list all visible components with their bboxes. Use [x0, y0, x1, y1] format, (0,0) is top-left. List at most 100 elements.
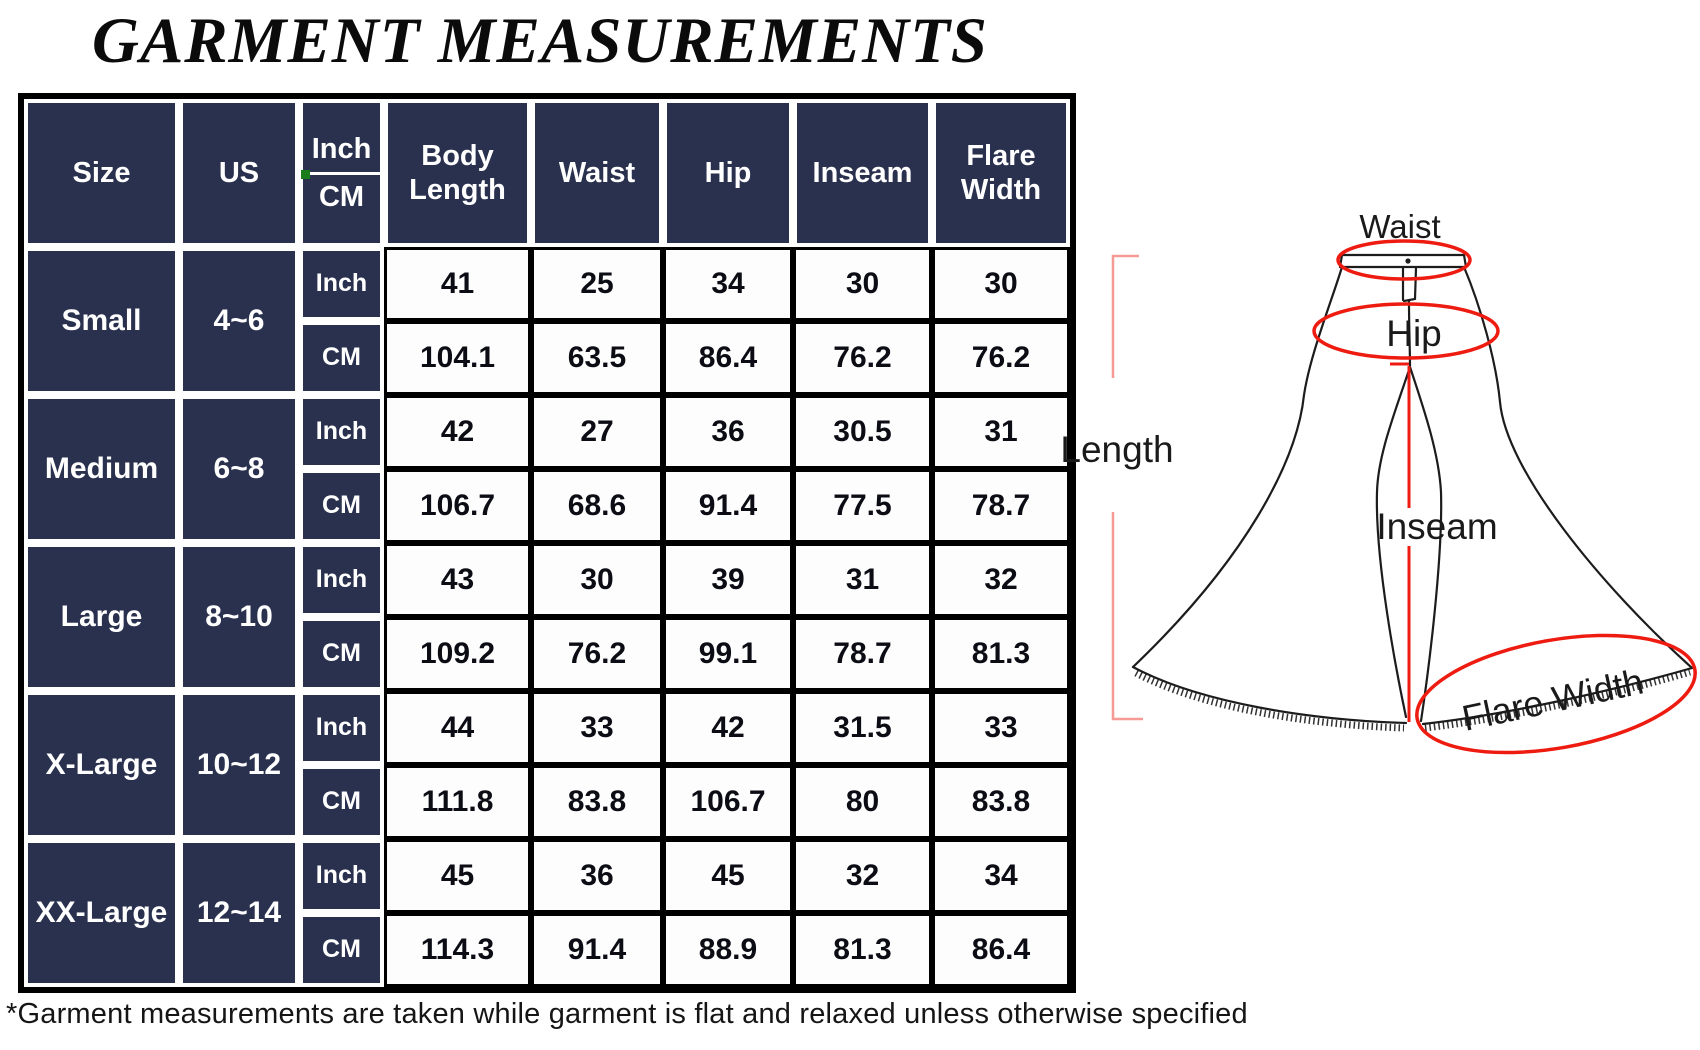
- value-large-inch-waist: 30: [531, 543, 663, 617]
- footnote: *Garment measurements are taken while ga…: [6, 998, 1248, 1030]
- us-range-small: 4~6: [179, 247, 299, 395]
- value-xx-large-inch-hip: 45: [663, 839, 793, 913]
- col-header-size: Size: [24, 99, 179, 247]
- value-x-large-inch-waist: 33: [531, 691, 663, 765]
- pants-sketch: [1131, 253, 1694, 732]
- col-header-hip: Hip: [663, 99, 793, 247]
- value-x-large-inch-inseam: 31.5: [793, 691, 932, 765]
- inseam-line: [1390, 362, 1411, 722]
- unit-inch-label: Inch: [299, 395, 384, 469]
- value-xx-large-cm-waist: 91.4: [531, 913, 663, 987]
- unit-inch-label: Inch: [299, 839, 384, 913]
- unit-inch-label: Inch: [299, 247, 384, 321]
- value-small-cm-body-length: 104.1: [384, 321, 531, 395]
- value-small-cm-inseam: 76.2: [793, 321, 932, 395]
- value-large-cm-flare: 81.3: [932, 617, 1070, 691]
- size-label-medium: Medium: [24, 395, 179, 543]
- unit-inch-header: Inch: [303, 132, 380, 175]
- size-label-xx-large: XX-Large: [24, 839, 179, 987]
- value-medium-inch-inseam: 30.5: [793, 395, 932, 469]
- value-x-large-cm-inseam: 80: [793, 765, 932, 839]
- value-x-large-inch-flare: 33: [932, 691, 1070, 765]
- waist-label: Waist: [1359, 208, 1440, 245]
- value-x-large-inch-hip: 42: [663, 691, 793, 765]
- measurement-marks: [1312, 239, 1697, 755]
- us-range-large: 8~10: [179, 543, 299, 691]
- value-xx-large-cm-hip: 88.9: [663, 913, 793, 987]
- value-medium-cm-inseam: 77.5: [793, 469, 932, 543]
- value-x-large-cm-flare: 83.8: [932, 765, 1070, 839]
- value-xx-large-inch-body-length: 45: [384, 839, 531, 913]
- hip-label: Hip: [1386, 313, 1442, 354]
- value-small-inch-inseam: 30: [793, 247, 932, 321]
- value-xx-large-cm-body-length: 114.3: [384, 913, 531, 987]
- value-large-inch-body-length: 43: [384, 543, 531, 617]
- value-medium-inch-hip: 36: [663, 395, 793, 469]
- value-xx-large-inch-inseam: 32: [793, 839, 932, 913]
- value-small-inch-body-length: 41: [384, 247, 531, 321]
- value-large-inch-hip: 39: [663, 543, 793, 617]
- value-large-inch-inseam: 31: [793, 543, 932, 617]
- value-medium-cm-waist: 68.6: [531, 469, 663, 543]
- waistband: [1338, 253, 1468, 269]
- value-small-inch-flare: 30: [932, 247, 1070, 321]
- page-title: GARMENT MEASUREMENTS: [92, 5, 988, 77]
- us-range-medium: 6~8: [179, 395, 299, 543]
- us-range-xx-large: 12~14: [179, 839, 299, 987]
- green-marker-icon: [301, 170, 310, 179]
- value-xx-large-inch-flare: 34: [932, 839, 1070, 913]
- flare-width-label: Flare Width: [1458, 660, 1647, 738]
- value-large-cm-body-length: 109.2: [384, 617, 531, 691]
- value-x-large-cm-hip: 106.7: [663, 765, 793, 839]
- size-label-large: Large: [24, 543, 179, 691]
- col-header-waist: Waist: [531, 99, 663, 247]
- left-hem: [1131, 665, 1408, 725]
- unit-cm-label: CM: [299, 321, 384, 395]
- value-large-cm-waist: 76.2: [531, 617, 663, 691]
- col-header-inseam: Inseam: [793, 99, 932, 247]
- value-xx-large-inch-waist: 36: [531, 839, 663, 913]
- size-label-x-large: X-Large: [24, 691, 179, 839]
- inseam-label: Inseam: [1376, 506, 1497, 547]
- value-small-cm-waist: 63.5: [531, 321, 663, 395]
- value-medium-inch-waist: 27: [531, 395, 663, 469]
- left-hem-fringe: [1134, 669, 1405, 732]
- unit-cm-header: CM: [318, 180, 365, 213]
- right-inner-seam: [1408, 365, 1443, 723]
- unit-cm-label: CM: [299, 765, 384, 839]
- unit-cm-label: CM: [299, 469, 384, 543]
- value-medium-cm-flare: 78.7: [932, 469, 1070, 543]
- value-medium-inch-body-length: 42: [384, 395, 531, 469]
- value-medium-inch-flare: 31: [932, 395, 1070, 469]
- value-x-large-inch-body-length: 44: [384, 691, 531, 765]
- left-outer-edge: [1131, 265, 1344, 669]
- value-small-inch-waist: 25: [531, 247, 663, 321]
- length-bracket: [1111, 254, 1143, 721]
- col-header-flare-width: Flare Width: [932, 99, 1070, 247]
- length-label: Length: [1060, 429, 1173, 470]
- value-medium-cm-hip: 91.4: [663, 469, 793, 543]
- flare-width-ellipse: [1415, 633, 1697, 755]
- right-outer-edge: [1462, 265, 1694, 670]
- left-inner-seam: [1375, 365, 1412, 719]
- flare-pants-diagram: Waist Hip Length Inseam Flare Width: [1060, 208, 1697, 755]
- col-header-us: US: [179, 99, 299, 247]
- value-small-cm-hip: 86.4: [663, 321, 793, 395]
- col-header-body-length: Body Length: [384, 99, 531, 247]
- right-hem-fringe: [1424, 668, 1692, 732]
- measurements-table: Size US Inch CM Body Length Waist Hip In…: [18, 93, 1076, 993]
- waist-ellipse: [1336, 239, 1472, 281]
- us-range-x-large: 10~12: [179, 691, 299, 839]
- value-small-inch-hip: 34: [663, 247, 793, 321]
- unit-inch-label: Inch: [299, 691, 384, 765]
- value-large-cm-inseam: 78.7: [793, 617, 932, 691]
- value-small-cm-flare: 76.2: [932, 321, 1070, 395]
- value-xx-large-cm-inseam: 81.3: [793, 913, 932, 987]
- value-xx-large-cm-flare: 86.4: [932, 913, 1070, 987]
- value-large-inch-flare: 32: [932, 543, 1070, 617]
- value-medium-cm-body-length: 106.7: [384, 469, 531, 543]
- size-label-small: Small: [24, 247, 179, 395]
- unit-cm-label: CM: [299, 913, 384, 987]
- waist-button: [1405, 258, 1411, 264]
